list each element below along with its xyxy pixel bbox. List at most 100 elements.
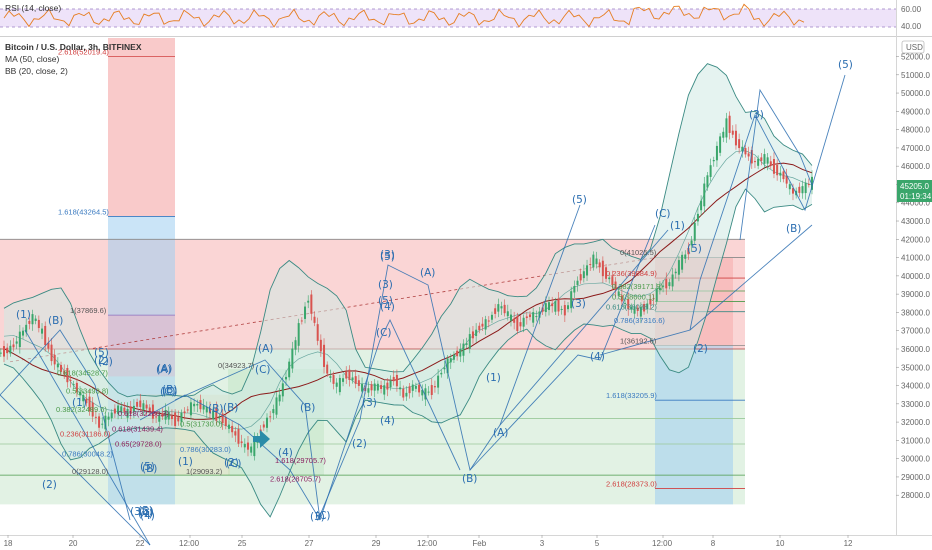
- bollinger-upper-line: [3, 63, 813, 398]
- wave-label: (3): [571, 298, 586, 310]
- candle-body: [589, 264, 592, 266]
- candle-body: [779, 172, 782, 176]
- wave-label: (A): [157, 363, 172, 375]
- candle-body: [772, 158, 775, 174]
- candle-body: [706, 175, 709, 188]
- wave-label: (4): [138, 508, 153, 520]
- candle-body: [329, 376, 332, 378]
- fib-label: 0.618(38038.2): [606, 303, 657, 312]
- candle-body: [199, 400, 202, 410]
- candle-body: [262, 424, 265, 428]
- wave-label: (C): [315, 510, 331, 522]
- candle-body: [402, 388, 405, 398]
- wave-label: (C): [655, 208, 671, 220]
- time-tick-label: 20: [69, 539, 78, 548]
- candle-body: [132, 405, 135, 412]
- candle-body: [392, 376, 395, 382]
- candle-body: [218, 417, 221, 419]
- candle-body: [6, 347, 9, 354]
- candle-body: [123, 407, 126, 413]
- candle-body: [459, 348, 462, 357]
- price-tick-label: 39000.0: [901, 290, 930, 299]
- currency-button[interactable]: [901, 40, 925, 54]
- price-tick-label: 33000.0: [901, 400, 930, 409]
- candle-body: [611, 276, 614, 286]
- price-tick-label: 46000.0: [901, 162, 930, 171]
- price-tick-label: 28000.0: [901, 491, 930, 500]
- rsi-tick-40: 40.00: [901, 22, 922, 31]
- candle-body: [500, 306, 503, 309]
- wave-label: (3): [130, 506, 145, 518]
- candle-body: [323, 344, 326, 367]
- candle-body: [72, 384, 75, 386]
- candle-body: [380, 385, 383, 389]
- candle-body: [275, 397, 278, 415]
- elliott-wave-line: [139, 394, 321, 521]
- time-tick-label: 12:00: [417, 539, 438, 548]
- wave-label: (B): [48, 315, 63, 327]
- candle-body: [193, 403, 196, 407]
- candle-body: [151, 404, 154, 419]
- candle-body: [548, 302, 551, 311]
- price-tick-label: 32000.0: [901, 418, 930, 427]
- candle-body: [446, 358, 449, 374]
- candle-body: [164, 409, 167, 420]
- candle-body: [41, 328, 44, 334]
- wave-label: (3): [139, 506, 154, 518]
- candle-body: [418, 384, 421, 393]
- ma-legend: MA (50, close): [5, 54, 60, 64]
- elliott-wave-line: [739, 88, 813, 241]
- candle-body: [383, 385, 386, 395]
- candle-body: [532, 312, 535, 323]
- wave-label: (2): [224, 457, 239, 469]
- time-tick-label: 12:00: [652, 539, 673, 548]
- candle-body: [56, 363, 59, 368]
- candle-body: [674, 271, 677, 274]
- candle-body: [25, 324, 28, 333]
- candle-body: [395, 374, 398, 387]
- candle-body: [253, 438, 256, 457]
- price-tick-label: 29000.0: [901, 473, 930, 482]
- candle-body: [208, 408, 211, 414]
- wave-label: (2): [42, 479, 57, 491]
- wave-label: (A): [420, 267, 435, 279]
- price-tick-label: 49000.0: [901, 107, 930, 116]
- candle-body: [513, 318, 516, 323]
- wave-label: (2): [94, 355, 109, 367]
- candle-body: [307, 300, 310, 303]
- elliott-wave-line: [24, 329, 151, 546]
- candle-body: [196, 404, 199, 406]
- candle-body: [399, 387, 402, 390]
- candle-body: [646, 303, 649, 310]
- wave-label: (C): [162, 386, 178, 398]
- candle-body: [174, 412, 177, 427]
- candle-body: [487, 320, 490, 322]
- candle-body: [326, 364, 329, 374]
- candle-body: [221, 413, 224, 424]
- candle-body: [494, 308, 497, 314]
- wave-label: (1): [178, 456, 193, 468]
- candle-body: [250, 446, 253, 453]
- price-tick-label: 35000.0: [901, 363, 930, 372]
- candle-body: [85, 398, 88, 404]
- candle-body: [763, 154, 766, 164]
- time-axis[interactable]: 18 20 22 12:00 25 27 29 12:00 Feb 3 5 12:00 8 10 12: [4, 535, 853, 548]
- candle-body: [506, 311, 509, 317]
- candle-body: [595, 258, 598, 265]
- candle-body: [617, 291, 620, 296]
- candle-body: [113, 408, 116, 414]
- candle-body: [807, 184, 810, 186]
- time-tick-label: 12: [844, 539, 853, 548]
- candle-body: [811, 176, 813, 190]
- wave-label: (A): [493, 427, 508, 439]
- wave-label: (4): [380, 301, 395, 313]
- candle-body: [91, 402, 94, 417]
- candle-body: [53, 354, 56, 365]
- candle-body: [215, 408, 218, 421]
- candle-body: [342, 378, 345, 382]
- candle-body: [227, 424, 230, 429]
- wave-label: (4): [140, 510, 155, 522]
- candle-body: [798, 186, 801, 193]
